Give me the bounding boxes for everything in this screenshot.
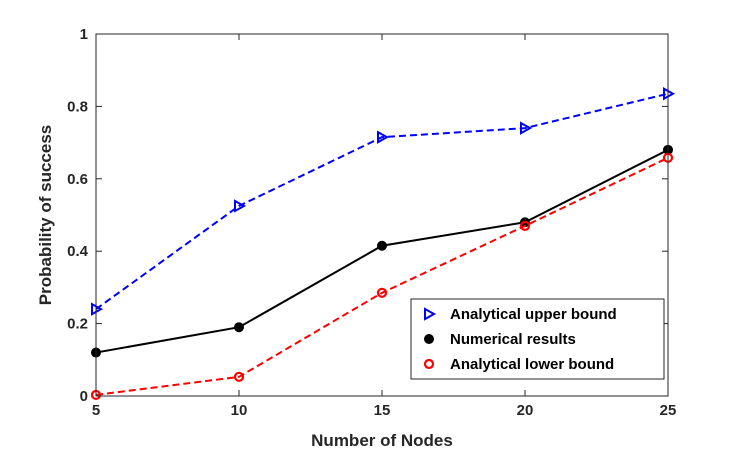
legend-marker-symbol [423, 358, 435, 370]
legend-box [410, 298, 665, 380]
x-tick-label: 15 [374, 402, 391, 419]
y-tick-label: 0 [80, 388, 88, 405]
legend-marker-symbol [424, 307, 437, 321]
legend: Analytical upper bound Numerical results… [410, 298, 665, 380]
legend-marker-symbol [424, 334, 434, 344]
y-axis-label: Probability of success [36, 125, 55, 305]
data-point-series-0 [520, 121, 533, 135]
legend-marker-upper-bound [424, 307, 437, 321]
data-point-series-0 [377, 130, 390, 144]
y-tick-label: 1 [80, 26, 88, 43]
x-tick-label: 20 [517, 402, 534, 419]
series-line-0 [95, 92, 669, 310]
legend-marker-lower-bound [423, 358, 435, 370]
series-line-2 [95, 156, 669, 396]
data-point-series-2 [519, 220, 531, 231]
x-tick-label: 25 [660, 402, 677, 419]
y-tick-label: 0.4 [67, 243, 89, 260]
legend-label-lower-bound: Analytical lower bound [450, 356, 614, 373]
legend-label-numerical: Numerical results [450, 331, 576, 348]
y-tick-label: 0.8 [67, 98, 88, 115]
y-tick-label: 0.2 [67, 316, 88, 333]
data-point-series-2 [233, 371, 245, 382]
x-tick-label: 10 [231, 402, 248, 419]
data-point-series-2 [376, 287, 388, 298]
data-point-series-1 [234, 322, 244, 333]
data-point-series-0 [234, 199, 247, 213]
y-tick-label: 0.6 [67, 171, 88, 188]
x-axis-label: Number of Nodes [311, 431, 453, 450]
legend-marker-numerical [424, 334, 434, 344]
x-tick-label: 5 [92, 402, 100, 419]
legend-label-upper-bound: Analytical upper bound [450, 306, 617, 323]
data-point-series-1 [377, 240, 387, 251]
